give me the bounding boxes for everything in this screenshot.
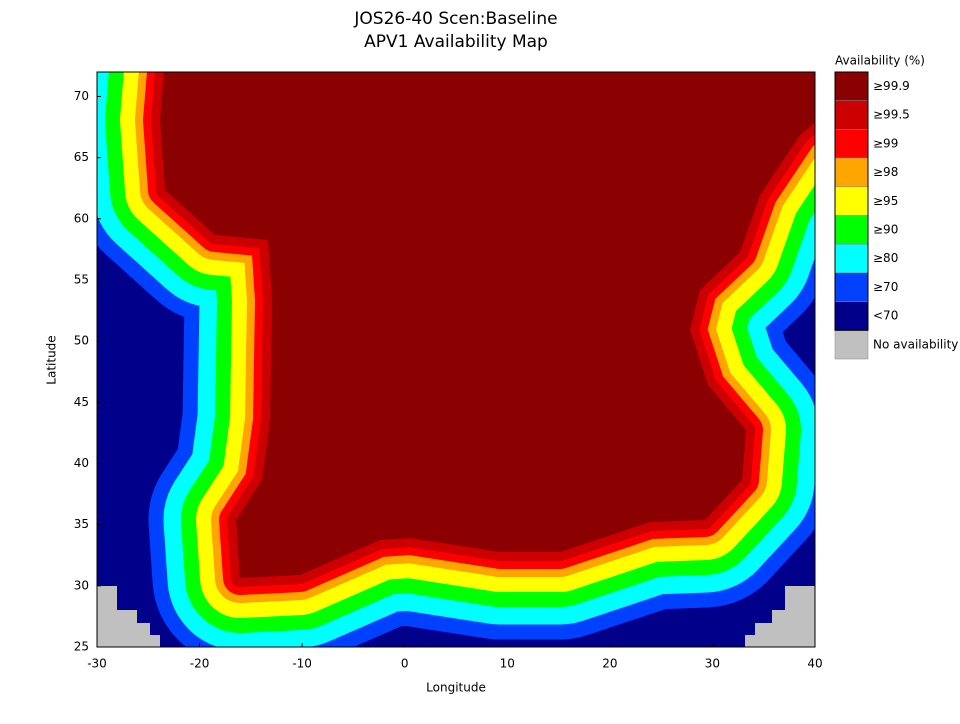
x-tick-label: 10 — [500, 657, 515, 671]
legend-label: ≥70 — [873, 280, 898, 294]
x-tick-label: -30 — [87, 657, 107, 671]
legend-label: ≥80 — [873, 251, 898, 265]
legend-label: ≥99.9 — [873, 79, 910, 93]
y-axis-label: Latitude — [45, 335, 59, 384]
y-tick-label: 40 — [74, 456, 89, 470]
legend-swatch — [834, 186, 869, 216]
y-tick-label: 50 — [74, 334, 89, 348]
legend-swatch — [834, 100, 869, 130]
x-tick-label: -10 — [292, 657, 312, 671]
legend-swatch — [834, 330, 869, 360]
y-tick-label: 30 — [74, 578, 89, 592]
x-tick-label: 30 — [705, 657, 720, 671]
legend: ≥99.9 ≥99.5 ≥99 ≥98 ≥95 ≥90 ≥80 ≥70 <70 No availa… — [834, 71, 958, 360]
legend-label: ≥99.5 — [873, 108, 910, 122]
legend-swatch — [834, 215, 869, 245]
legend-label: No availability — [873, 337, 958, 351]
y-tick-label: 60 — [74, 211, 89, 225]
legend-frame — [834, 71, 869, 331]
legend-label: <70 — [873, 309, 898, 323]
x-tick-label: 20 — [602, 657, 617, 671]
legend-label: ≥95 — [873, 194, 898, 208]
y-tick-label: 25 — [74, 640, 89, 654]
legend-swatch — [834, 157, 869, 188]
band — [160, 72, 815, 578]
legend-swatch — [834, 129, 869, 159]
y-tick-label: 35 — [74, 517, 89, 531]
legend-label: ≥90 — [873, 223, 898, 237]
y-tick-label: 65 — [74, 150, 89, 164]
x-axis-label: Longitude — [426, 681, 486, 695]
no-data-region — [97, 586, 160, 647]
legend-label: ≥98 — [873, 165, 898, 179]
legend-title: Availability (%) — [835, 54, 925, 68]
x-tick-label: -20 — [190, 657, 210, 671]
no-data-region — [745, 586, 815, 647]
chart-subtitle: APV1 Availability Map — [364, 32, 548, 52]
legend-swatch — [834, 243, 869, 274]
y-tick-label: 55 — [74, 272, 89, 286]
y-tick-label: 70 — [74, 89, 89, 103]
x-tick-label: 0 — [401, 657, 409, 671]
legend-swatch — [834, 71, 869, 101]
x-tick-label: 40 — [807, 657, 822, 671]
legend-label: ≥99 — [873, 136, 898, 150]
y-tick-label: 45 — [74, 395, 89, 409]
plot-frame — [96, 71, 816, 648]
legend-swatch — [834, 301, 869, 331]
chart-title: JOS26-40 Scen:Baseline — [353, 9, 557, 29]
map — [97, 72, 815, 647]
legend-swatch — [834, 272, 869, 302]
